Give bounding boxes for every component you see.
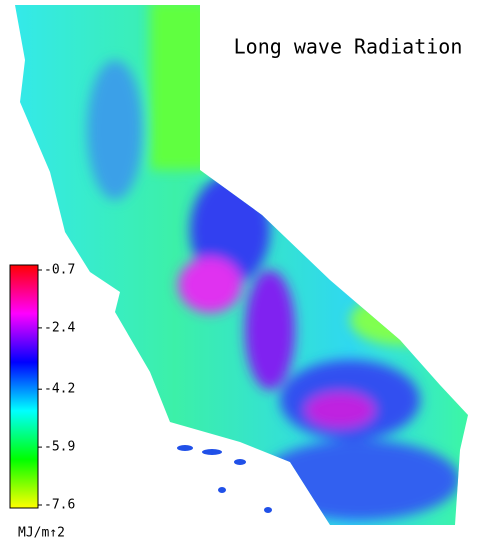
map-title: Long wave Radiation bbox=[234, 35, 463, 59]
colorbar bbox=[9, 264, 39, 509]
colorbar-tick-label: -4.2 bbox=[44, 382, 75, 397]
colorbar-tick-label: -0.7 bbox=[44, 263, 75, 278]
islands bbox=[177, 445, 272, 513]
colorbar-tick-label: -2.4 bbox=[44, 320, 75, 335]
colorbar-unit: MJ/m↑2 bbox=[18, 526, 65, 541]
colorbar-tick-label: -7.6 bbox=[44, 498, 75, 513]
colorbar-tick-label: -5.9 bbox=[44, 440, 75, 455]
